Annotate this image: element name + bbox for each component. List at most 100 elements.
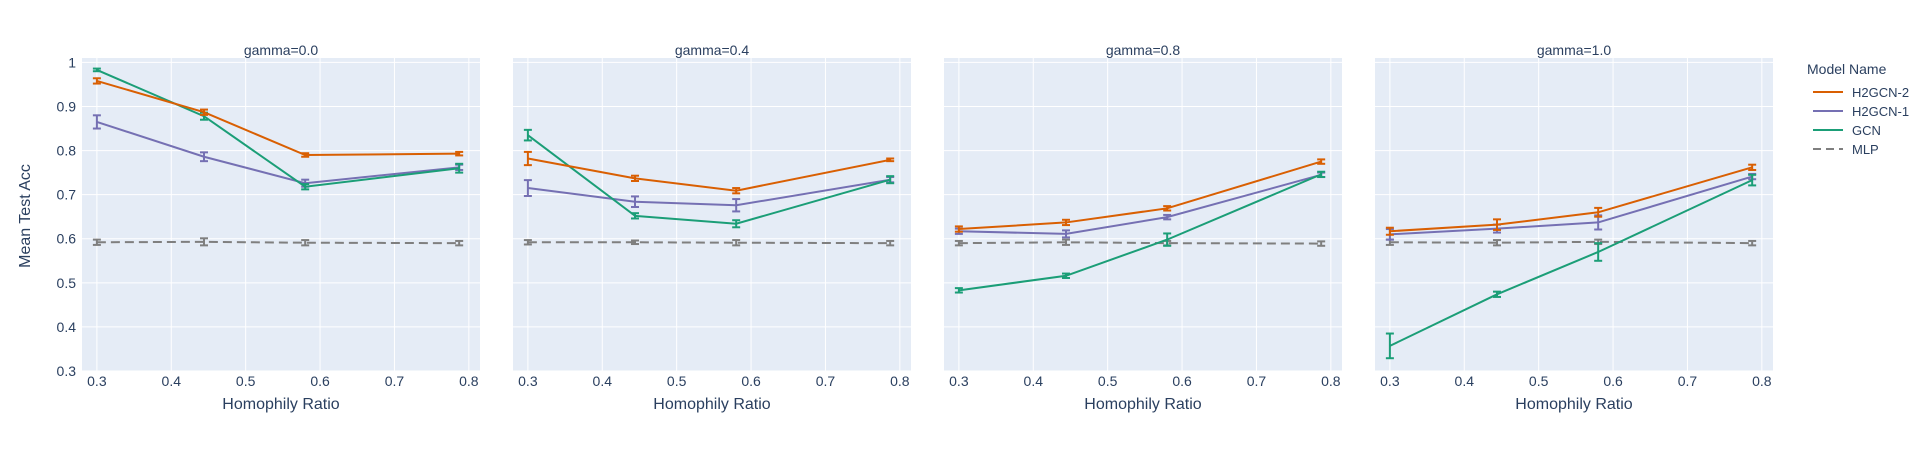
data-point bbox=[527, 241, 529, 244]
data-point bbox=[458, 167, 460, 170]
x-tick-label: 0.8 bbox=[1752, 373, 1772, 389]
data-point bbox=[1389, 345, 1391, 347]
data-point bbox=[735, 204, 737, 207]
data-point bbox=[1389, 241, 1391, 244]
legend-item-h2gcn-1[interactable]: H2GCN-1 bbox=[1813, 104, 1909, 119]
data-point bbox=[958, 289, 960, 292]
series-h2gcn-2 bbox=[1385, 163, 1757, 236]
data-point bbox=[1065, 233, 1067, 235]
series-line bbox=[1389, 166, 1753, 233]
legend-item-mlp[interactable]: MLP bbox=[1813, 142, 1879, 157]
x-tick-label: 0.4 bbox=[593, 373, 613, 389]
chart-panels: 0.3 0.4 0.5 0.6 0.7 0.8 0.3 0.4 0.5 0.6 0.7 0.8 0.9 1… bbox=[57, 42, 1773, 413]
x-tick-label: 0.7 bbox=[385, 373, 405, 389]
series-gcn bbox=[1385, 173, 1757, 360]
data-point bbox=[889, 242, 891, 244]
series-h2gcn-2 bbox=[954, 158, 1326, 233]
data-point bbox=[1166, 238, 1168, 241]
data-point bbox=[889, 159, 891, 161]
data-point bbox=[1166, 216, 1168, 218]
x-tick-label: 0.6 bbox=[1172, 373, 1192, 389]
series-h2gcn-2 bbox=[523, 150, 895, 195]
plot-background bbox=[513, 58, 911, 371]
series-line bbox=[527, 241, 891, 245]
data-point bbox=[1597, 251, 1599, 253]
series-line bbox=[96, 68, 460, 188]
series-line bbox=[527, 134, 891, 225]
panel-title: gamma=1.0 bbox=[1537, 42, 1612, 58]
x-tick-label: 0.8 bbox=[890, 373, 910, 389]
data-point bbox=[1065, 274, 1067, 277]
series-line bbox=[958, 173, 1322, 235]
data-point bbox=[889, 178, 891, 181]
x-axis-title: Homophily Ratio bbox=[653, 396, 770, 413]
legend-label: H2GCN-2 bbox=[1852, 85, 1909, 100]
x-tick-label: 0.7 bbox=[816, 373, 836, 389]
legend-label: GCN bbox=[1852, 123, 1881, 138]
series-line bbox=[96, 240, 460, 245]
series-line bbox=[958, 160, 1322, 231]
series-line bbox=[1389, 175, 1753, 236]
panel-0: 0.3 0.4 0.5 0.6 0.7 0.8 0.3 0.4 0.5 0.6 0.7 0.8 0.9 1… bbox=[57, 42, 480, 413]
data-point bbox=[1496, 241, 1498, 244]
data-point bbox=[304, 154, 306, 156]
panel-1: 0.3 0.4 0.5 0.6 0.7 0.8 gamma=0.4 Homophily Rat… bbox=[513, 42, 911, 413]
y-tick-label: 0.4 bbox=[57, 319, 77, 335]
series-line bbox=[96, 79, 460, 156]
plot-background bbox=[82, 58, 480, 371]
y-tick-label: 0.6 bbox=[57, 231, 77, 247]
data-point bbox=[1389, 230, 1391, 233]
data-point bbox=[527, 134, 529, 136]
series-line bbox=[527, 157, 891, 192]
y-tick-label: 0.8 bbox=[57, 143, 77, 159]
y-tick-label: 0.5 bbox=[57, 275, 77, 291]
panel-title: gamma=0.4 bbox=[675, 42, 750, 58]
legend-item-h2gcn-2[interactable]: H2GCN-2 bbox=[1813, 85, 1909, 100]
series-line bbox=[96, 120, 460, 185]
data-point bbox=[96, 121, 98, 123]
x-tick-label: 0.7 bbox=[1678, 373, 1698, 389]
x-axis-title: Homophily Ratio bbox=[1515, 396, 1632, 413]
data-point bbox=[304, 241, 306, 244]
panel-3: 0.3 0.4 0.5 0.6 0.7 0.8 gamma=1.0 Homophily Rat… bbox=[1375, 42, 1773, 413]
data-point bbox=[1320, 242, 1322, 245]
x-tick-label: 0.5 bbox=[236, 373, 256, 389]
data-point bbox=[203, 241, 205, 243]
data-point bbox=[1320, 160, 1322, 163]
data-point bbox=[96, 80, 98, 82]
legend: Model Name H2GCN-2 H2GCN-1 GCN MLP bbox=[1807, 61, 1909, 157]
data-point bbox=[735, 241, 737, 244]
data-point bbox=[527, 187, 529, 189]
data-point bbox=[527, 157, 529, 160]
data-point bbox=[735, 222, 737, 225]
data-point bbox=[1065, 221, 1067, 224]
data-point bbox=[96, 69, 98, 71]
x-tick-label: 0.3 bbox=[518, 373, 538, 389]
x-tick-label: 0.3 bbox=[949, 373, 969, 389]
series-line bbox=[1389, 240, 1753, 245]
series-mlp bbox=[523, 239, 895, 247]
series-line bbox=[958, 173, 1322, 292]
series-h2gcn-2 bbox=[92, 77, 464, 158]
data-point bbox=[1166, 207, 1168, 210]
series-gcn bbox=[523, 128, 895, 229]
x-tick-label: 0.8 bbox=[459, 373, 479, 389]
data-point bbox=[634, 241, 636, 244]
data-point bbox=[958, 242, 960, 244]
plot-background bbox=[944, 58, 1342, 371]
series-line bbox=[958, 241, 1322, 245]
x-tick-label: 0.6 bbox=[310, 373, 330, 389]
data-point bbox=[458, 152, 460, 155]
legend-item-gcn[interactable]: GCN bbox=[1813, 123, 1881, 138]
data-point bbox=[458, 242, 460, 244]
series-mlp bbox=[92, 237, 464, 247]
legend-title: Model Name bbox=[1807, 61, 1887, 77]
x-tick-label: 0.4 bbox=[1455, 373, 1475, 389]
data-point bbox=[203, 111, 205, 114]
data-point bbox=[1597, 221, 1599, 224]
legend-label: H2GCN-1 bbox=[1852, 104, 1909, 119]
data-point bbox=[1751, 179, 1753, 181]
y-tick-label: 1 bbox=[68, 54, 76, 70]
x-tick-label: 0.4 bbox=[1024, 373, 1044, 389]
